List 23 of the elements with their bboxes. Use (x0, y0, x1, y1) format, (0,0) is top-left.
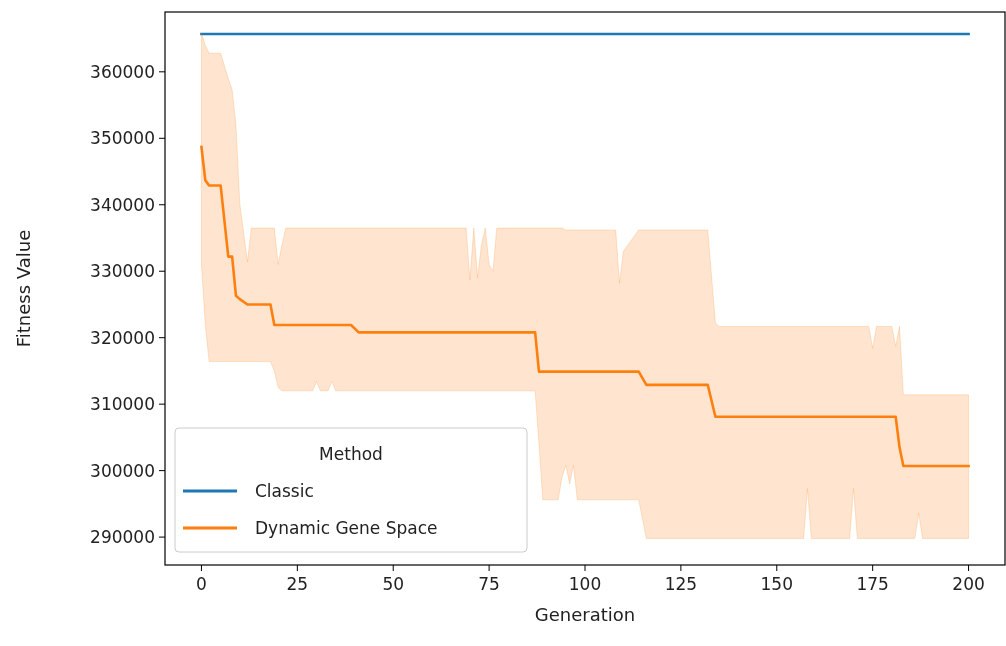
x-tick-label: 75 (478, 574, 500, 594)
legend-title: Method (319, 444, 383, 464)
y-tick-label: 340000 (90, 194, 155, 215)
y-tick-label: 320000 (90, 327, 155, 348)
line-series (200, 145, 970, 468)
y-tick-label: 300000 (90, 460, 155, 481)
x-axis-title: Generation (534, 604, 636, 625)
x-tick-label: 125 (664, 574, 698, 594)
x-tick-label: 200 (952, 574, 985, 594)
y-tick-label: 360000 (90, 61, 155, 82)
x-tick-label: 150 (760, 574, 794, 594)
x-tick-label: 175 (856, 574, 889, 594)
x-tick-label: 0 (196, 574, 207, 594)
y-tick-label: 330000 (90, 261, 155, 282)
x-tick-label: 50 (382, 574, 405, 594)
y-tick-label: 310000 (90, 394, 155, 415)
y-tick-label: 290000 (90, 527, 155, 548)
y-tick-label: 350000 (90, 128, 155, 149)
legend-label: Classic (255, 480, 314, 501)
y-axis-title: Fitness Value (13, 229, 34, 348)
legend-label: Dynamic Gene Space (255, 517, 438, 538)
x-tick-label: 100 (568, 574, 602, 594)
x-tick-label: 25 (286, 574, 309, 594)
